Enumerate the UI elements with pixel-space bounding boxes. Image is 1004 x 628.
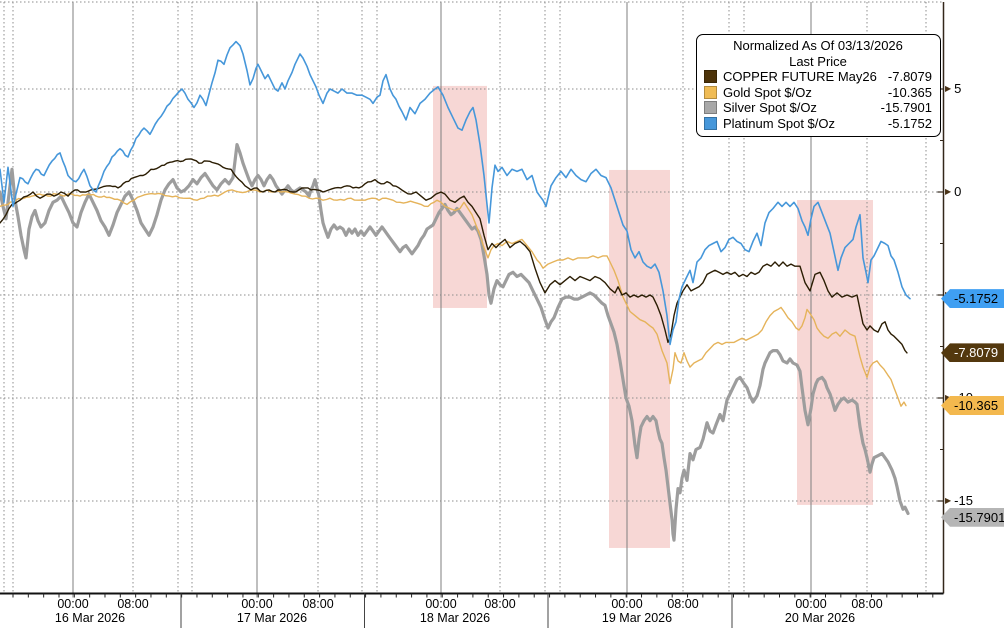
copper-series-line xyxy=(0,158,908,354)
time-label-morning: 08:00 xyxy=(851,597,883,611)
time-label-morning: 08:00 xyxy=(484,597,516,611)
silver-swatch-icon xyxy=(704,101,717,115)
y-tick-text: 0 xyxy=(954,184,962,199)
time-label-midnight: 00:00 xyxy=(57,597,89,611)
legend-item-platinum: Platinum Spot $/Oz -5.1752 xyxy=(704,116,932,132)
time-label-midnight: 00:00 xyxy=(425,597,457,611)
legend-item-value: -10.365 xyxy=(887,84,932,100)
legend-item-name: COPPER FUTURE May26 xyxy=(723,69,877,84)
date-label: 17 Mar 2026 xyxy=(236,611,308,625)
y-tick-label-5: ▶ 5 xyxy=(945,81,961,97)
legend-item-silver: Silver Spot $/Oz -15.7901 xyxy=(704,100,932,116)
silver-price-label: -15.7901 xyxy=(941,507,1004,527)
date-label: 18 Mar 2026 xyxy=(419,611,491,625)
copper-swatch-icon xyxy=(704,70,717,84)
legend-subtitle: Last Price xyxy=(789,53,847,69)
legend-item-value: -15.7901 xyxy=(880,100,932,115)
legend-item-copper: COPPER FUTURE May26 -7.8079 xyxy=(704,69,932,85)
y-tick-arrow-icon: ▶ xyxy=(945,393,952,402)
gold-series-line xyxy=(0,189,907,407)
legend-item-name: Silver Spot $/Oz xyxy=(723,100,817,115)
date-label: 16 Mar 2026 xyxy=(54,611,126,625)
gold-swatch-icon xyxy=(704,85,717,99)
y-tick-arrow-icon: ▶ xyxy=(945,187,952,196)
platinum-series-line xyxy=(0,40,911,346)
platinum-swatch-icon xyxy=(704,116,717,130)
legend-item-name: Gold Spot $/Oz xyxy=(723,84,812,100)
y-tick-text: -15 xyxy=(954,493,973,508)
time-label-midnight: 00:00 xyxy=(241,597,273,611)
time-label-morning: 08:00 xyxy=(667,597,699,611)
legend-item-value: -5.1752 xyxy=(887,115,932,131)
y-tick-label--15: ▶ -15 xyxy=(945,493,973,509)
legend-box: Normalized As Of 03/13/2026 Last Price C… xyxy=(696,34,941,137)
y-tick-arrow-icon: ▶ xyxy=(945,496,952,505)
y-tick-label-0: ▶ 0 xyxy=(945,184,961,200)
date-label: 19 Mar 2026 xyxy=(601,611,673,625)
legend-title: Normalized As Of 03/13/2026 xyxy=(733,38,903,53)
silver-series-line xyxy=(0,143,910,542)
copper-price-label: -7.8079 xyxy=(941,343,1004,363)
legend-item-gold: Gold Spot $/Oz -10.365 xyxy=(704,85,932,101)
gold-price-label: -10.365 xyxy=(941,396,1004,416)
time-label-morning: 08:00 xyxy=(302,597,334,611)
y-tick-text: 5 xyxy=(954,81,962,96)
time-label-midnight: 00:00 xyxy=(611,597,643,611)
legend-item-value: -7.8079 xyxy=(887,69,932,84)
time-label-morning: 08:00 xyxy=(117,597,149,611)
time-label-midnight: 00:00 xyxy=(795,597,827,611)
highlight-band-1 xyxy=(433,85,487,308)
platinum-price-label: -5.1752 xyxy=(941,289,1004,309)
highlight-band-3 xyxy=(797,200,873,505)
date-label: 20 Mar 2026 xyxy=(784,611,856,625)
y-tick-arrow-icon: ▶ xyxy=(945,84,952,93)
legend-rows: COPPER FUTURE May26 -7.8079 Gold Spot $/Oz… xyxy=(704,69,932,131)
legend-item-name: Platinum Spot $/Oz xyxy=(723,115,835,131)
